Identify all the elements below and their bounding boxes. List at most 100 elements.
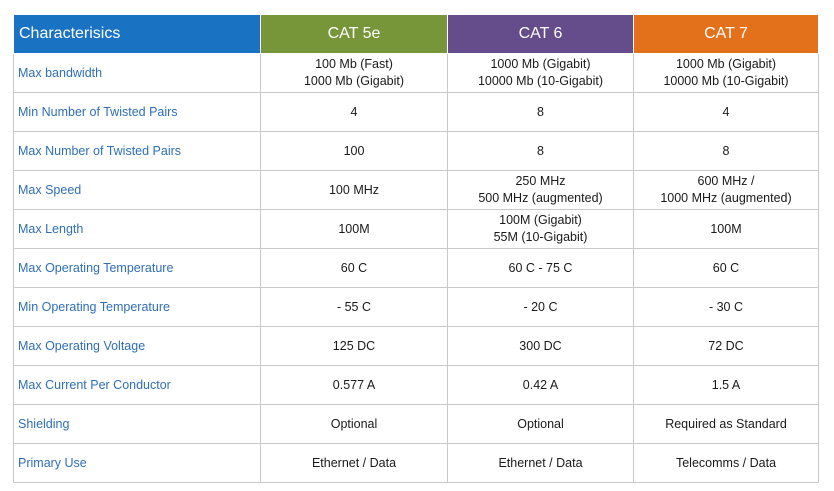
cell-text: Ethernet / Data bbox=[311, 455, 397, 470]
cell-cat7: 600 MHz / 1000 MHz (augmented) bbox=[633, 170, 819, 210]
header-cat5e: CAT 5e bbox=[260, 14, 448, 54]
cell-cat6: 300 DC bbox=[447, 326, 634, 366]
cell-cat5e: 0.577 A bbox=[260, 365, 448, 405]
table-row: Shielding Optional Optional Required as Sta… bbox=[13, 404, 819, 444]
cell-cat7: 60 C bbox=[633, 248, 819, 288]
cell-text: 300 DC bbox=[519, 338, 562, 353]
header-row: Characterisics CAT 5e CAT 6 CAT 7 bbox=[13, 14, 819, 54]
cell-text: 8 bbox=[722, 143, 730, 158]
cell-cat5e: 100 bbox=[260, 131, 448, 171]
cell-cat5e: 125 DC bbox=[260, 326, 448, 366]
cell-text: - 30 C bbox=[708, 299, 744, 314]
table-row: Max Speed 100 MHz 250 MHz 500 MHz (augmente… bbox=[13, 170, 819, 210]
cell-text: 0.577 A bbox=[332, 377, 376, 392]
cell-text: 8 bbox=[537, 104, 544, 119]
cell-text: 60 C - 75 C bbox=[508, 260, 573, 275]
cell-text: Optional bbox=[517, 416, 564, 431]
cell-cat6: 0.42 A bbox=[447, 365, 634, 405]
table-row: Max Current Per Conductor 0.577 A 0.42 A 1.… bbox=[13, 365, 819, 405]
cell-text: Telecomms / Data bbox=[675, 455, 777, 470]
cell-cat7: 4 bbox=[633, 92, 819, 132]
cell-cat7: 100M bbox=[633, 209, 819, 249]
cell-text: 250 MHz bbox=[515, 174, 566, 188]
cell-cat5e: 4 bbox=[260, 92, 448, 132]
row-label: Max Operating Temperature bbox=[13, 248, 261, 288]
row-label: Max bandwidth bbox=[13, 53, 261, 93]
row-label: Max Speed bbox=[13, 170, 261, 210]
row-label: Max Current Per Conductor bbox=[13, 365, 261, 405]
cell-text: 100M (Gigabit) bbox=[499, 213, 582, 227]
cell-cat6: 8 bbox=[447, 92, 634, 132]
cell-cat7: Required as Standard bbox=[633, 404, 819, 444]
cell-cat6: 100M (Gigabit) 55M (10-Gigabit) bbox=[447, 209, 634, 249]
cell-cat5e: 100M bbox=[260, 209, 448, 249]
cell-text: 100M bbox=[710, 221, 742, 236]
row-label: Max Length bbox=[13, 209, 261, 249]
cell-cat5e: Ethernet / Data bbox=[260, 443, 448, 483]
cell-text: 100 bbox=[343, 143, 365, 158]
cell-cat6: 60 C - 75 C bbox=[447, 248, 634, 288]
cell-text: - 20 C bbox=[523, 299, 558, 314]
cell-cat7: 8 bbox=[633, 131, 819, 171]
cell-text: 100 Mb (Fast) bbox=[315, 57, 393, 71]
table-row: Max bandwidth 100 Mb (Fast) 1000 Mb (Gigab… bbox=[13, 53, 819, 93]
table-row: Min Operating Temperature - 55 C - 20 C - 3… bbox=[13, 287, 819, 327]
cell-text: 1000 Mb (Gigabit) bbox=[675, 57, 777, 71]
cell-cat6: - 20 C bbox=[447, 287, 634, 327]
row-label: Max Operating Voltage bbox=[13, 326, 261, 366]
cell-cat6: 1000 Mb (Gigabit) 10000 Mb (10-Gigabit) bbox=[447, 53, 634, 93]
header-characteristics: Characterisics bbox=[13, 14, 261, 54]
cell-cat7: 72 DC bbox=[633, 326, 819, 366]
table-row: Primary Use Ethernet / Data Ethernet / Dat… bbox=[13, 443, 819, 483]
table-row: Max Operating Temperature 60 C 60 C - 75 C… bbox=[13, 248, 819, 288]
cell-text: 100 MHz bbox=[328, 182, 380, 197]
cell-text: 4 bbox=[722, 104, 730, 119]
cell-text: 72 DC bbox=[708, 338, 744, 353]
cell-text: Ethernet / Data bbox=[498, 455, 583, 470]
cell-text: 60 C bbox=[712, 260, 740, 275]
cell-cat6: 250 MHz 500 MHz (augmented) bbox=[447, 170, 634, 210]
cable-comparison-table: Characterisics CAT 5e CAT 6 CAT 7 Max ba… bbox=[13, 14, 819, 483]
row-label: Max Number of Twisted Pairs bbox=[13, 131, 261, 171]
cell-text: 1000 MHz (augmented) bbox=[660, 191, 792, 205]
cell-text: 60 C bbox=[340, 260, 368, 275]
table-body: Max bandwidth 100 Mb (Fast) 1000 Mb (Gigab… bbox=[13, 53, 819, 483]
cell-cat7: Telecomms / Data bbox=[633, 443, 819, 483]
cell-cat6: Optional bbox=[447, 404, 634, 444]
cell-cat5e: 60 C bbox=[260, 248, 448, 288]
cell-cat7: 1000 Mb (Gigabit) 10000 Mb (10-Gigabit) bbox=[633, 53, 819, 93]
cell-text: 125 DC bbox=[332, 338, 376, 353]
table-row: Min Number of Twisted Pairs 4 8 4 bbox=[13, 92, 819, 132]
table-row: Max Length 100M 100M (Gigabit) 55M (10-Giga… bbox=[13, 209, 819, 249]
row-label: Min Number of Twisted Pairs bbox=[13, 92, 261, 132]
cell-cat7: 1.5 A bbox=[633, 365, 819, 405]
cell-cat5e: 100 Mb (Fast) 1000 Mb (Gigabit) bbox=[260, 53, 448, 93]
comparison-table-container: Characterisics CAT 5e CAT 6 CAT 7 Max ba… bbox=[13, 14, 819, 483]
cell-cat6: 8 bbox=[447, 131, 634, 171]
cell-text: 1000 Mb (Gigabit) bbox=[303, 74, 405, 88]
table-row: Max Operating Voltage 125 DC 300 DC 72 DC bbox=[13, 326, 819, 366]
cell-cat5e: - 55 C bbox=[260, 287, 448, 327]
cell-cat6: Ethernet / Data bbox=[447, 443, 634, 483]
row-label: Shielding bbox=[13, 404, 261, 444]
cell-text: 4 bbox=[350, 104, 358, 119]
cell-text: 8 bbox=[537, 143, 544, 158]
cell-text: Optional bbox=[330, 416, 378, 431]
cell-cat7: - 30 C bbox=[633, 287, 819, 327]
header-cat6: CAT 6 bbox=[447, 14, 634, 54]
row-label: Min Operating Temperature bbox=[13, 287, 261, 327]
cell-text: Required as Standard bbox=[665, 416, 787, 431]
table-row: Max Number of Twisted Pairs 100 8 8 bbox=[13, 131, 819, 171]
cell-text: 10000 Mb (10-Gigabit) bbox=[477, 74, 604, 88]
cell-text: 500 MHz (augmented) bbox=[478, 191, 603, 205]
cell-text: 10000 Mb (10-Gigabit) bbox=[663, 74, 789, 88]
header-cat7: CAT 7 bbox=[633, 14, 819, 54]
cell-text: 0.42 A bbox=[522, 377, 559, 392]
cell-text: 1000 Mb (Gigabit) bbox=[490, 57, 591, 71]
row-label: Primary Use bbox=[13, 443, 261, 483]
cell-text: 600 MHz / bbox=[697, 174, 755, 188]
cell-text: - 55 C bbox=[336, 299, 372, 314]
cell-text: 1.5 A bbox=[711, 377, 741, 392]
cell-cat5e: Optional bbox=[260, 404, 448, 444]
cell-text: 100M bbox=[338, 221, 370, 236]
